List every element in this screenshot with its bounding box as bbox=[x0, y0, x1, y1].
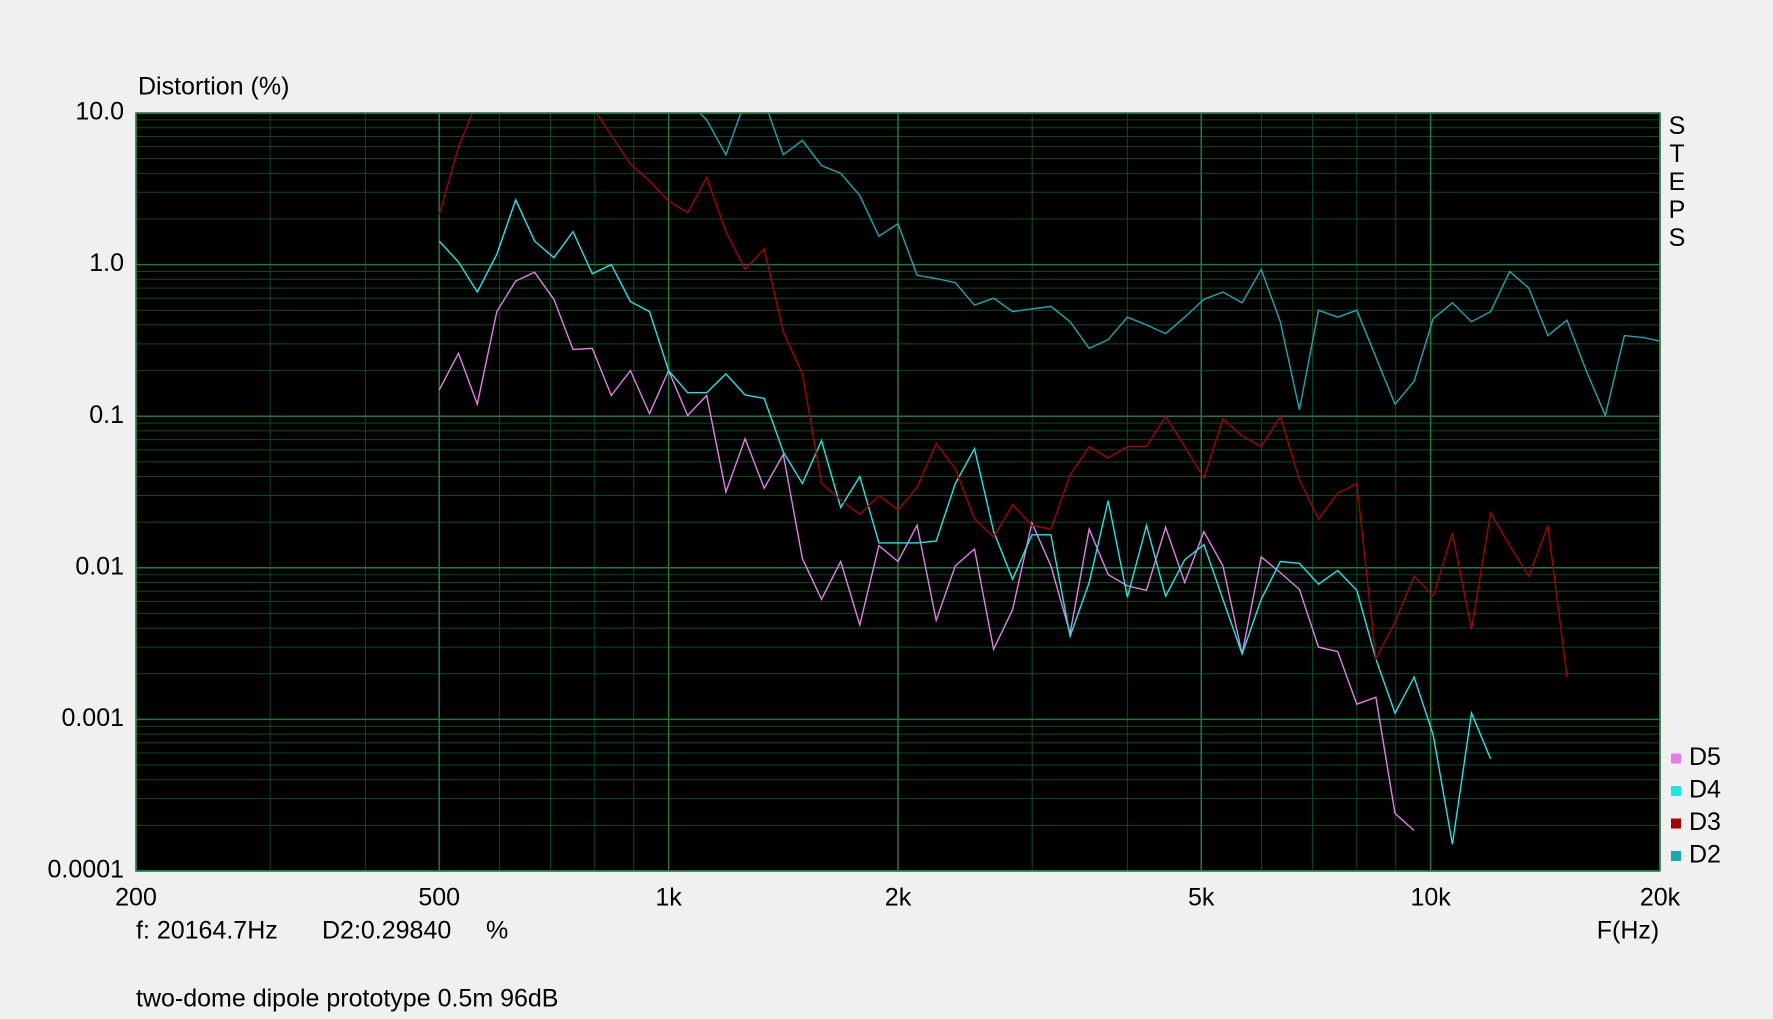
series-line bbox=[438, 198, 1492, 845]
caption: two-dome dipole prototype 0.5m 96dB bbox=[136, 985, 558, 1013]
y-tick-label: 10.0 bbox=[75, 98, 124, 126]
lines bbox=[438, 113, 1660, 845]
y-tick-label: 0.01 bbox=[75, 552, 124, 580]
legend-label: D4 bbox=[1689, 776, 1721, 804]
legend-swatch bbox=[1671, 818, 1681, 829]
y-tick-label: 0.0001 bbox=[48, 856, 124, 884]
series-line bbox=[698, 113, 1660, 418]
legend-swatch bbox=[1671, 786, 1681, 796]
y-tick-label: 1.0 bbox=[89, 249, 124, 277]
y-tick-label: 0.1 bbox=[89, 401, 124, 429]
legend-label: D2 bbox=[1689, 841, 1721, 869]
x-tick-label: 200 bbox=[115, 884, 157, 912]
y-tick-label: 0.001 bbox=[61, 704, 124, 732]
readout-unit: % bbox=[486, 917, 508, 945]
legend-label: D3 bbox=[1689, 808, 1721, 836]
x-tick-label: 500 bbox=[418, 884, 460, 912]
x-tick-label: 5k bbox=[1188, 884, 1215, 912]
readout-frequency: f: 20164.7Hz bbox=[136, 917, 278, 945]
y-axis-title: Distortion (%) bbox=[138, 73, 289, 101]
plot-border bbox=[135, 112, 1661, 872]
x-tick-label: 10k bbox=[1410, 884, 1451, 912]
x-axis-title: F(Hz) bbox=[1597, 917, 1659, 945]
x-tick-label: 2k bbox=[885, 884, 912, 912]
series-line bbox=[438, 113, 1568, 678]
series-line bbox=[438, 271, 1415, 832]
x-tick-label: 1k bbox=[655, 884, 682, 912]
readout-value: D2:0.29840 bbox=[322, 917, 451, 945]
legend-swatch bbox=[1671, 851, 1681, 861]
legend-swatch bbox=[1671, 753, 1681, 764]
steps-button[interactable]: STEPS bbox=[1663, 112, 1691, 252]
x-tick-label: 20k bbox=[1640, 884, 1681, 912]
legend-label: D5 bbox=[1689, 743, 1721, 771]
